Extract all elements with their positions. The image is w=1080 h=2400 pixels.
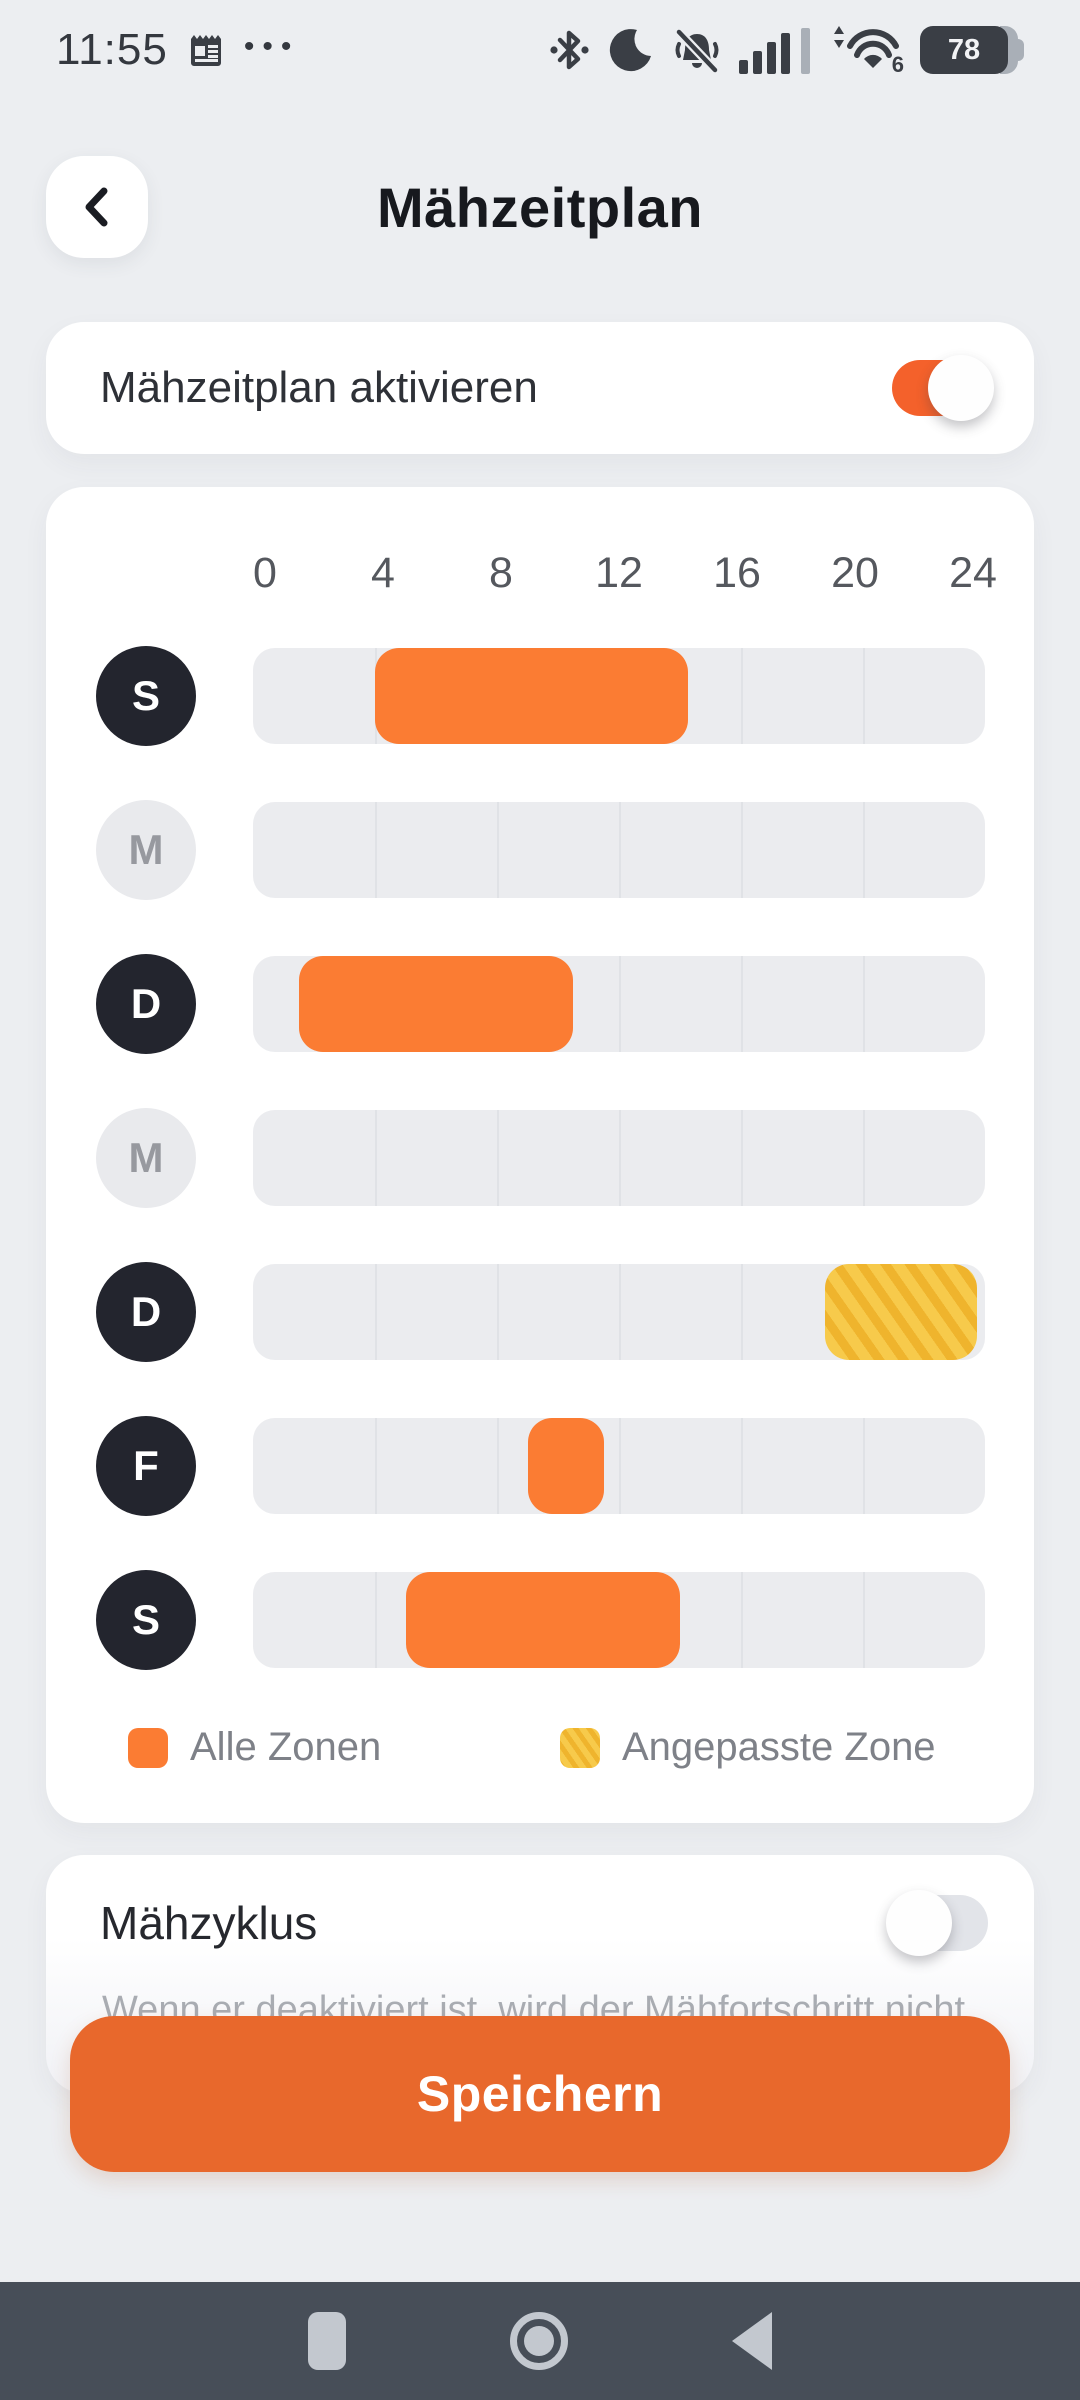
gridline [497,1264,499,1360]
schedule-track[interactable] [253,1110,985,1206]
schedule-activation-toggle[interactable] [892,355,994,421]
schedule-bar-all[interactable] [527,1418,604,1514]
day-badge[interactable]: D [96,954,196,1054]
axis-tick: 20 [831,549,879,597]
gridline [375,802,377,898]
axis-tick: 4 [371,549,395,597]
day-badge[interactable]: D [96,1262,196,1362]
clock: 11:55 [56,25,168,74]
gridline [375,1572,377,1668]
wifi-standard-label: 6 [891,52,904,77]
chevron-left-icon [77,183,117,231]
save-button-label: Speichern [416,2066,664,2122]
schedule-bar-all[interactable] [375,648,688,744]
gridline [863,802,865,898]
schedule-row: M [46,1081,1034,1235]
legend: Alle Zonen Angepasste Zone [46,1725,1034,1777]
legend-label: Angepasste Zone [622,1725,936,1769]
schedule-row: F [46,1389,1034,1543]
gridline [619,1418,621,1514]
status-bar: 11:55 ••• [0,0,1080,100]
gridline [375,1264,377,1360]
signal-strength-icon [739,26,810,74]
gridline [741,1264,743,1360]
schedule-row: D [46,927,1034,1081]
mow-cycle-card: Mähzyklus Wenn er deaktiviert ist, wird … [46,1855,1034,2093]
save-button[interactable]: Speichern [70,2016,1010,2172]
gridline [863,1572,865,1668]
axis-tick: 16 [713,549,761,597]
gridline [863,956,865,1052]
axis-tick: 24 [949,549,997,597]
schedule-activation-card: Mähzeitplan aktivieren [46,322,1034,454]
day-badge[interactable]: M [96,800,196,900]
page-title: Mähzeitplan [377,175,703,239]
gridline [863,648,865,744]
gridline [619,1110,621,1206]
day-badge[interactable]: S [96,1570,196,1670]
schedule-track[interactable] [253,648,985,744]
axis-tick: 0 [253,549,277,597]
schedule-row: M [46,773,1034,927]
back-button[interactable] [46,156,148,258]
gridline [741,648,743,744]
time-axis: 0 4 8 12 16 20 24 [253,549,997,605]
gridline [863,1110,865,1206]
schedule-bar-all[interactable] [405,1572,680,1668]
gridline [375,1110,377,1206]
more-notifications-ellipsis-icon: ••• [243,30,300,63]
android-nav-bar [0,2282,1080,2400]
mow-cycle-label: Mähzyklus [100,1897,318,1949]
wifi-icon: 6 [826,24,904,77]
gridline [741,956,743,1052]
schedule-row: S [46,619,1034,773]
home-circle-icon[interactable] [510,2312,568,2370]
gridline [497,1110,499,1206]
schedule-track[interactable] [253,1264,985,1360]
battery-percent: 78 [947,33,981,66]
do-not-disturb-moon-icon [607,26,655,74]
axis-tick: 12 [595,549,643,597]
schedule-track[interactable] [253,1572,985,1668]
axis-tick: 8 [489,549,513,597]
back-triangle-icon[interactable] [732,2312,772,2370]
activation-label: Mähzeitplan aktivieren [100,363,538,412]
bluetooth-icon [547,26,591,74]
legend-label: Alle Zonen [190,1725,382,1769]
legend-swatch-all [128,1727,168,1768]
day-badge[interactable]: S [96,646,196,746]
schedule-bar-all[interactable] [298,956,574,1052]
day-badge[interactable]: F [96,1416,196,1516]
day-badge[interactable]: M [96,1108,196,1208]
gridline [619,1264,621,1360]
schedule-row: S [46,1543,1034,1697]
recents-square-icon[interactable] [308,2312,346,2370]
schedule-track[interactable] [253,1418,985,1514]
battery-icon: 78 [920,26,1024,74]
gridline [619,956,621,1052]
legend-item: Alle Zonen [128,1725,381,1770]
header: Mähzeitplan [0,150,1080,270]
legend-swatch-custom [560,1727,600,1768]
gridline [741,1572,743,1668]
gridline [741,1110,743,1206]
gridline [375,1418,377,1514]
notifications-off-bell-icon [671,26,723,74]
gridline [863,1418,865,1514]
calendar-icon [186,30,226,70]
mow-cycle-toggle[interactable] [886,1890,988,1956]
schedule-track[interactable] [253,956,985,1052]
legend-item: Angepasste Zone [560,1725,936,1770]
schedule-row: D [46,1235,1034,1389]
gridline [741,802,743,898]
schedule-bar-custom[interactable] [824,1264,978,1360]
gridline [497,802,499,898]
gridline [619,802,621,898]
schedule-track[interactable] [253,802,985,898]
gridline [741,1418,743,1514]
gridline [497,1418,499,1514]
